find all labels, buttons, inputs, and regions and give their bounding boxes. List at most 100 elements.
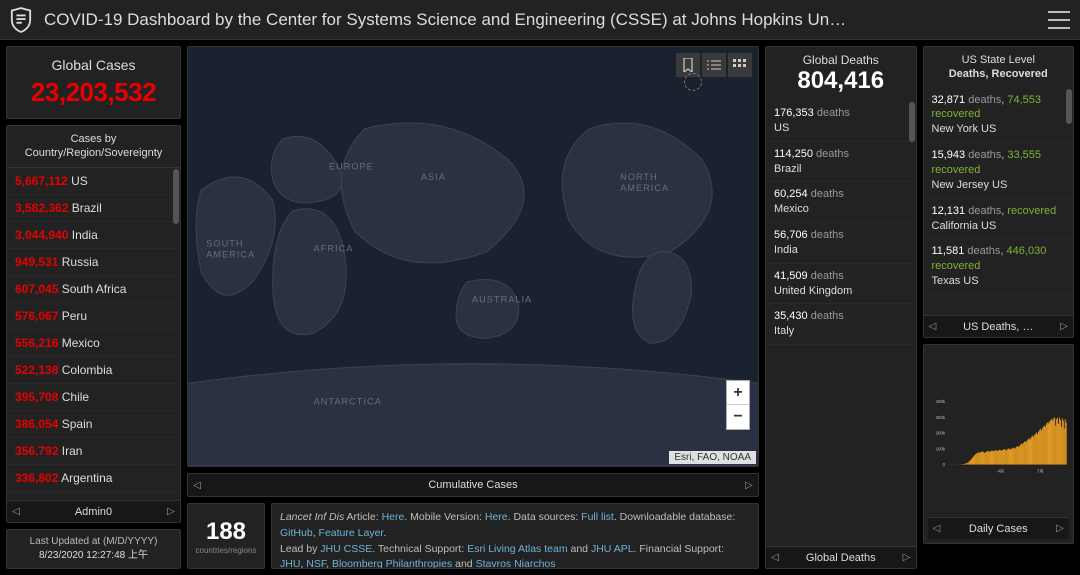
- timestamp-value: 8/23/2020 12:27:48 上午: [12, 549, 175, 563]
- country-count-label: countries/regions: [196, 546, 257, 555]
- credit-link[interactable]: NSF: [306, 558, 326, 569]
- country-row[interactable]: 5,667,112 US: [7, 168, 180, 195]
- country-row[interactable]: 336,802 Argentina: [7, 465, 180, 492]
- scrollbar-thumb[interactable]: [173, 169, 179, 224]
- prev-arrow-icon[interactable]: ◁: [924, 321, 942, 332]
- svg-text:AUSTRALIA: AUSTRALIA: [472, 294, 532, 304]
- credit-link[interactable]: Esri Living Atlas team: [467, 543, 567, 555]
- prev-arrow-icon[interactable]: ◁: [188, 480, 206, 491]
- grid-icon[interactable]: [728, 53, 752, 77]
- credit-link[interactable]: Full list: [581, 511, 614, 523]
- credit-link[interactable]: GitHub: [280, 527, 313, 539]
- svg-text:ASIA: ASIA: [421, 172, 446, 182]
- credit-link[interactable]: Here: [485, 511, 508, 523]
- chart-tab-nav: ◁ Daily Cases ▷: [928, 517, 1070, 539]
- credit-link[interactable]: Feature Layer: [319, 527, 384, 539]
- cases-list-panel: Cases by Country/Region/Sovereignty 5,66…: [6, 125, 181, 523]
- deaths-tab-nav: ◁ Global Deaths ▷: [766, 546, 916, 568]
- prev-arrow-icon[interactable]: ◁: [766, 552, 784, 563]
- timestamp-panel: Last Updated at (M/D/YYYY) 8/23/2020 12:…: [6, 529, 181, 569]
- global-cases-panel: Global Cases 23,203,532: [6, 46, 181, 119]
- next-arrow-icon[interactable]: ▷: [898, 552, 916, 563]
- credit-link[interactable]: JHU: [280, 558, 300, 569]
- svg-text:ANTARCTICA: ANTARCTICA: [314, 397, 382, 407]
- map-tab-label[interactable]: Cumulative Cases: [206, 479, 740, 491]
- country-row[interactable]: 356,792 Iran: [7, 438, 180, 465]
- us-state-list[interactable]: 32,871 deaths, 74,553 recoveredNew York …: [924, 88, 1074, 315]
- chart-tab-label[interactable]: Daily Cases: [946, 523, 1052, 535]
- scrollbar-thumb[interactable]: [909, 102, 915, 142]
- svg-text:SOUTH: SOUTH: [206, 238, 243, 248]
- svg-text:4月: 4月: [997, 468, 1004, 474]
- next-arrow-icon[interactable]: ▷: [1055, 321, 1073, 332]
- deaths-row[interactable]: 176,353 deathsUS: [766, 101, 916, 142]
- country-row[interactable]: 522,138 Colombia: [7, 357, 180, 384]
- us-state-row[interactable]: 11,581 deaths, 446,030 recoveredTexas US: [924, 239, 1074, 295]
- credit-link[interactable]: JHU CSSE: [320, 543, 372, 555]
- deaths-tab-label[interactable]: Global Deaths: [784, 552, 898, 564]
- next-arrow-icon[interactable]: ▷: [740, 480, 758, 491]
- svg-text:200k: 200k: [935, 431, 945, 436]
- us-state-row[interactable]: 32,871 deaths, 74,553 recoveredNew York …: [924, 88, 1074, 144]
- country-tab-nav: ◁ Admin0 ▷: [7, 500, 180, 522]
- country-row[interactable]: 386,054 Spain: [7, 411, 180, 438]
- svg-text:0: 0: [942, 462, 945, 467]
- credit-link[interactable]: Here: [382, 511, 405, 523]
- global-deaths-label: Global Deaths: [770, 53, 912, 67]
- svg-text:NORTH: NORTH: [620, 172, 658, 182]
- svg-text:100k: 100k: [935, 446, 945, 451]
- deaths-row[interactable]: 41,509 deathsUnited Kingdom: [766, 264, 916, 305]
- svg-text:400k: 400k: [935, 399, 945, 404]
- prev-arrow-icon[interactable]: ◁: [928, 523, 946, 534]
- scrollbar-thumb[interactable]: [1066, 89, 1072, 124]
- credit-link[interactable]: Stavros Niarchos: [476, 558, 556, 569]
- country-list[interactable]: 5,667,112 US3,582,362 Brazil3,044,940 In…: [7, 168, 180, 500]
- expand-icon[interactable]: [684, 73, 702, 91]
- zoom-out-button[interactable]: −: [727, 405, 749, 429]
- global-cases-label: Global Cases: [11, 57, 176, 73]
- map-panel[interactable]: EUROPEASIANORTHAMERICAAFRICASOUTHAMERICA…: [187, 46, 759, 467]
- country-row[interactable]: 556,216 Mexico: [7, 330, 180, 357]
- zoom-in-button[interactable]: +: [727, 381, 749, 405]
- timestamp-label: Last Updated at (M/D/YYYY): [12, 535, 175, 549]
- country-count-panel: 188 countries/regions: [187, 503, 265, 569]
- country-tab-label[interactable]: Admin0: [25, 506, 162, 518]
- us-state-panel: US State Level Deaths, Recovered 32,871 …: [923, 46, 1075, 338]
- us-state-row[interactable]: 12,131 deaths, recoveredCalifornia US: [924, 199, 1074, 240]
- country-row[interactable]: 395,708 Chile: [7, 384, 180, 411]
- next-arrow-icon[interactable]: ▷: [1051, 523, 1069, 534]
- list-icon[interactable]: [702, 53, 726, 77]
- cases-list-header: Cases by Country/Region/Sovereignty: [7, 126, 180, 168]
- chart-panel: 0100k200k300k400k4月7月 ◁ Daily Cases ▷: [923, 344, 1075, 544]
- country-row[interactable]: 576,067 Peru: [7, 303, 180, 330]
- svg-text:AFRICA: AFRICA: [314, 243, 354, 253]
- country-row[interactable]: 3,582,362 Brazil: [7, 195, 180, 222]
- us-state-row[interactable]: 15,943 deaths, 33,555 recoveredNew Jerse…: [924, 143, 1074, 199]
- us-tab-label[interactable]: US Deaths, …: [942, 321, 1056, 333]
- deaths-row[interactable]: 114,250 deathsBrazil: [766, 142, 916, 183]
- menu-icon[interactable]: [1048, 11, 1070, 29]
- page-title: COVID-19 Dashboard by the Center for Sys…: [44, 10, 1036, 30]
- global-deaths-value: 804,416: [770, 67, 912, 95]
- deaths-row[interactable]: 60,254 deathsMexico: [766, 182, 916, 223]
- header-bar: COVID-19 Dashboard by the Center for Sys…: [0, 0, 1080, 40]
- next-arrow-icon[interactable]: ▷: [162, 506, 180, 517]
- country-row[interactable]: 607,045 South Africa: [7, 276, 180, 303]
- deaths-row[interactable]: 35,430 deathsItaly: [766, 304, 916, 345]
- daily-cases-chart[interactable]: 0100k200k300k400k4月7月: [928, 353, 1070, 517]
- world-map[interactable]: EUROPEASIANORTHAMERICAAFRICASOUTHAMERICA…: [188, 47, 758, 466]
- prev-arrow-icon[interactable]: ◁: [7, 506, 25, 517]
- country-row[interactable]: 949,531 Russia: [7, 249, 180, 276]
- us-tab-nav: ◁ US Deaths, … ▷: [924, 315, 1074, 337]
- map-tab-nav: ◁ Cumulative Cases ▷: [187, 473, 759, 497]
- deaths-row[interactable]: 56,706 deathsIndia: [766, 223, 916, 264]
- deaths-list[interactable]: 176,353 deathsUS114,250 deathsBrazil60,2…: [766, 101, 916, 546]
- us-state-label2: Deaths, Recovered: [928, 67, 1070, 81]
- credit-link[interactable]: JHU APL: [591, 543, 634, 555]
- svg-text:AMERICA: AMERICA: [620, 183, 669, 193]
- jhu-shield-icon: [10, 7, 32, 33]
- global-cases-value: 23,203,532: [11, 77, 176, 108]
- us-state-label1: US State Level: [928, 53, 1070, 67]
- country-row[interactable]: 3,044,940 India: [7, 222, 180, 249]
- credit-link[interactable]: Bloomberg Philanthropies: [332, 558, 452, 569]
